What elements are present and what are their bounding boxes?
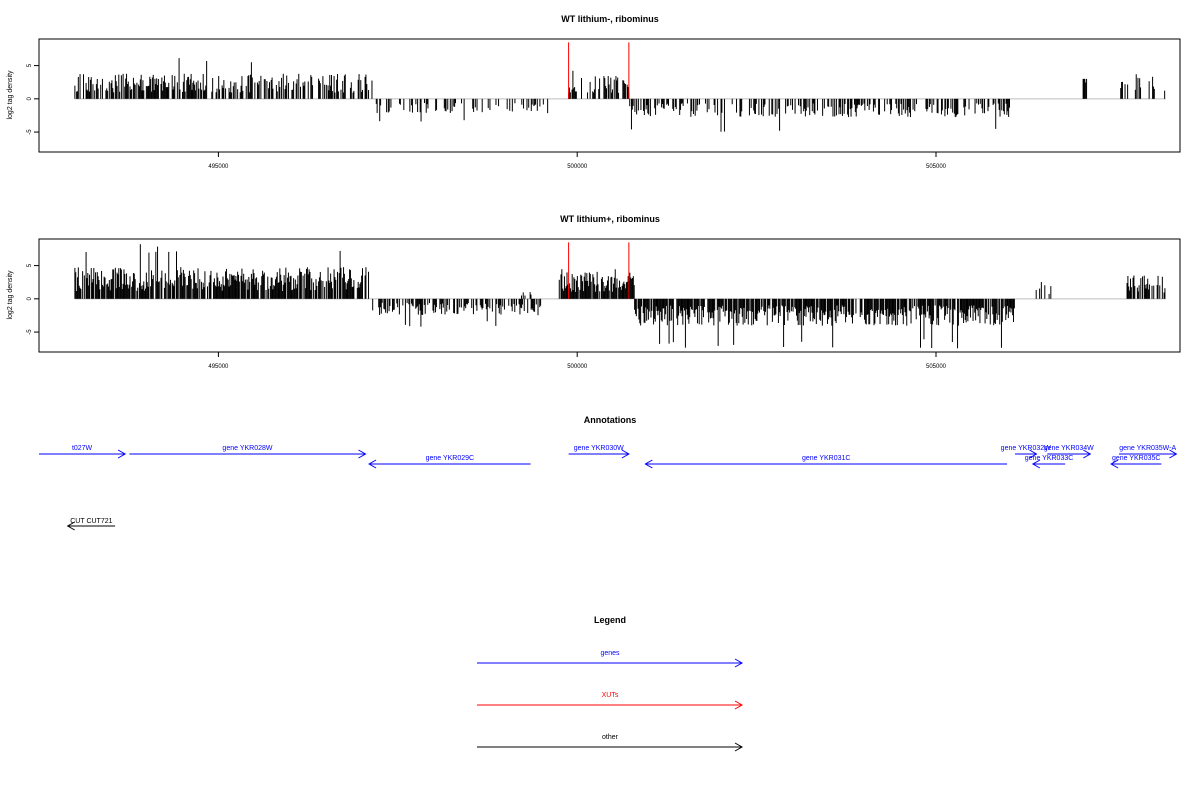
gene-arrow-head: [621, 449, 630, 459]
y-tick-label: 0: [27, 296, 33, 300]
gene-arrow-head: [1083, 449, 1092, 459]
legend-label: genes: [600, 650, 620, 657]
annotations-title: Annotations: [584, 415, 637, 425]
gene-label: gene YKR031C: [802, 455, 851, 462]
gene-label: gene YKR034W: [1044, 445, 1094, 452]
gene-arrow-head: [117, 449, 127, 459]
panel-title: WT lithium-, ribominus: [561, 14, 659, 24]
axes: -5 0 5 495000 500000 505000: [27, 263, 947, 370]
signal-bars: [74, 242, 1166, 349]
signal-bars: [74, 42, 1166, 132]
legend-title: Legend: [594, 615, 626, 625]
gene-label: gene YKR032W: [1001, 445, 1051, 452]
legend-label: other: [602, 734, 619, 741]
gene-label: gene YKR030W: [574, 445, 624, 452]
x-tick-label: 505000: [926, 364, 947, 370]
x-tick-label: 500000: [567, 164, 588, 170]
panel-title: WT lithium+, ribominus: [560, 214, 660, 224]
gene-label: t027W: [72, 445, 93, 452]
y-tick-label: 0: [27, 96, 33, 100]
y-tick-label: -5: [27, 329, 33, 335]
gene-arrow-head: [1029, 449, 1038, 459]
x-tick-label: 495000: [208, 364, 229, 370]
gene-arrow-head: [1031, 459, 1041, 469]
x-tick-label: 495000: [208, 164, 229, 170]
y-axis-label: log2 tag density: [7, 70, 14, 120]
gene-label: gene YKR028W: [222, 445, 272, 452]
legend: Legend genes XUTs other: [477, 615, 744, 752]
other-label: CUT CUT721: [70, 518, 112, 525]
gene-arrow-head: [1169, 449, 1178, 459]
y-tick-label: 5: [27, 63, 33, 67]
track-panel-lithium-minus: WT lithium-, ribominus log2 tag density …: [7, 14, 1181, 170]
gene-label: gene YKR035W-A: [1119, 445, 1176, 452]
annotations-track: Annotations t027W gene YKR028W gene YKR029…: [39, 415, 1178, 531]
legend-arrow-head: [734, 742, 744, 752]
legend-arrow-head: [734, 700, 744, 710]
y-tick-label: -5: [27, 129, 33, 135]
gene-arrow-head: [644, 459, 653, 469]
other-arrow-head: [66, 521, 75, 531]
gene-arrow-head: [358, 449, 367, 459]
y-tick-label: 5: [27, 263, 33, 267]
y-axis-label: log2 tag density: [7, 270, 14, 320]
track-panel-lithium-plus: WT lithium+, ribominus log2 tag density …: [7, 214, 1181, 370]
legend-label: XUTs: [602, 692, 619, 699]
gene-arrow-head: [1110, 459, 1119, 469]
gene-label: gene YKR035C: [1112, 455, 1161, 462]
gene-label: gene YKR029C: [426, 455, 475, 462]
axes: -5 0 5 495000 500000 505000: [27, 63, 947, 170]
legend-items: genes XUTs other: [477, 650, 744, 752]
x-tick-label: 500000: [567, 364, 588, 370]
gene-arrow-head: [368, 459, 377, 469]
legend-arrow-head: [734, 658, 744, 668]
x-tick-label: 505000: [926, 164, 947, 170]
gene-label: gene YKR033C: [1025, 455, 1074, 462]
gene-arrows: t027W gene YKR028W gene YKR029C gene YKR030…: [39, 445, 1178, 531]
